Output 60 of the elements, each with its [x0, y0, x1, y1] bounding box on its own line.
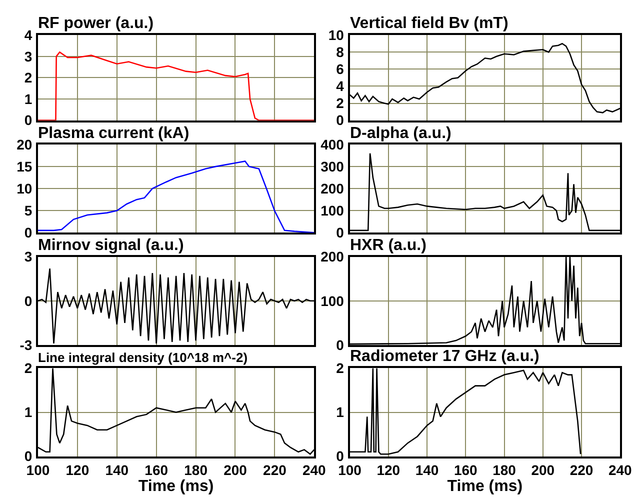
y-tick-label: 3: [24, 248, 32, 265]
y-tick-label: 200: [320, 180, 344, 196]
x-tick-label: 180: [184, 462, 208, 478]
y-tick-label: 0: [336, 336, 344, 353]
x-tick-label: 120: [66, 462, 90, 478]
y-tick-label: 0: [24, 112, 32, 128]
y-tick-label: 0: [24, 224, 32, 241]
y-tick-label: 4: [24, 27, 32, 44]
y-tick-label: 0: [336, 224, 344, 241]
y-tick-label: 0: [24, 448, 32, 464]
x-tick-label: 240: [608, 462, 632, 478]
x-tick-label: 220: [570, 462, 594, 478]
line-series: [38, 160, 314, 233]
y-tick-label: 0: [336, 112, 344, 128]
y-tick-label: 2: [336, 95, 344, 112]
x-tick-label: 120: [376, 462, 400, 478]
chart-title: D-alpha (a.u.): [350, 125, 452, 142]
chart-title: Vertical field Bv (mT): [350, 15, 508, 32]
y-tick-label: 300: [320, 158, 344, 174]
y-tick-label: 20: [16, 136, 32, 152]
y-tick-label: 10: [328, 27, 344, 44]
y-tick-label: 8: [336, 44, 344, 60]
y-tick-label: 6: [336, 61, 344, 78]
x-tick-label: 240: [302, 462, 326, 478]
y-tick-label: 100: [320, 202, 344, 219]
chart-title: Line integral density (10^18 m^-2): [38, 350, 248, 365]
y-tick-label: 400: [320, 136, 344, 152]
y-tick-label: 1: [24, 90, 32, 107]
y-tick-label: 4: [336, 78, 344, 94]
y-tick-label: 2: [24, 70, 32, 86]
y-tick-label: 2: [24, 360, 32, 376]
x-tick-label: 140: [105, 462, 129, 478]
x-tick-label: 180: [492, 462, 516, 478]
x-tick-label: 160: [454, 462, 478, 478]
x-tick-label: 220: [263, 462, 287, 478]
chart-title: Mirnov signal (a.u.): [38, 237, 184, 254]
x-tick-label: 200: [531, 462, 555, 478]
y-tick-label: 2: [336, 360, 344, 376]
y-tick-label: 200: [320, 248, 344, 265]
x-tick-label: 160: [144, 462, 168, 478]
x-axis-title: Time (ms): [138, 478, 214, 496]
y-tick-label: 0: [336, 448, 344, 464]
y-tick-label: 1: [336, 404, 344, 420]
chart-title: Radiometer 17 GHz (a.u.): [350, 348, 540, 365]
line-series: [38, 368, 314, 455]
chart-title: HXR (a.u.): [350, 237, 426, 254]
y-tick-label: -3: [20, 336, 32, 353]
x-tick-label: 200: [224, 462, 248, 478]
y-tick-label: 10: [16, 180, 32, 196]
line-series: [38, 52, 314, 120]
x-tick-label: 140: [415, 462, 439, 478]
chart-title: RF power (a.u.): [38, 15, 154, 32]
y-tick-label: 100: [320, 292, 344, 309]
x-axis-title: Time (ms): [447, 478, 523, 496]
y-tick-label: 1: [24, 404, 32, 420]
y-tick-label: 3: [24, 48, 32, 64]
y-tick-label: 5: [24, 202, 32, 219]
y-tick-label: 0: [24, 292, 32, 309]
chart-title: Plasma current (kA): [38, 125, 190, 142]
y-tick-label: 15: [16, 158, 32, 174]
